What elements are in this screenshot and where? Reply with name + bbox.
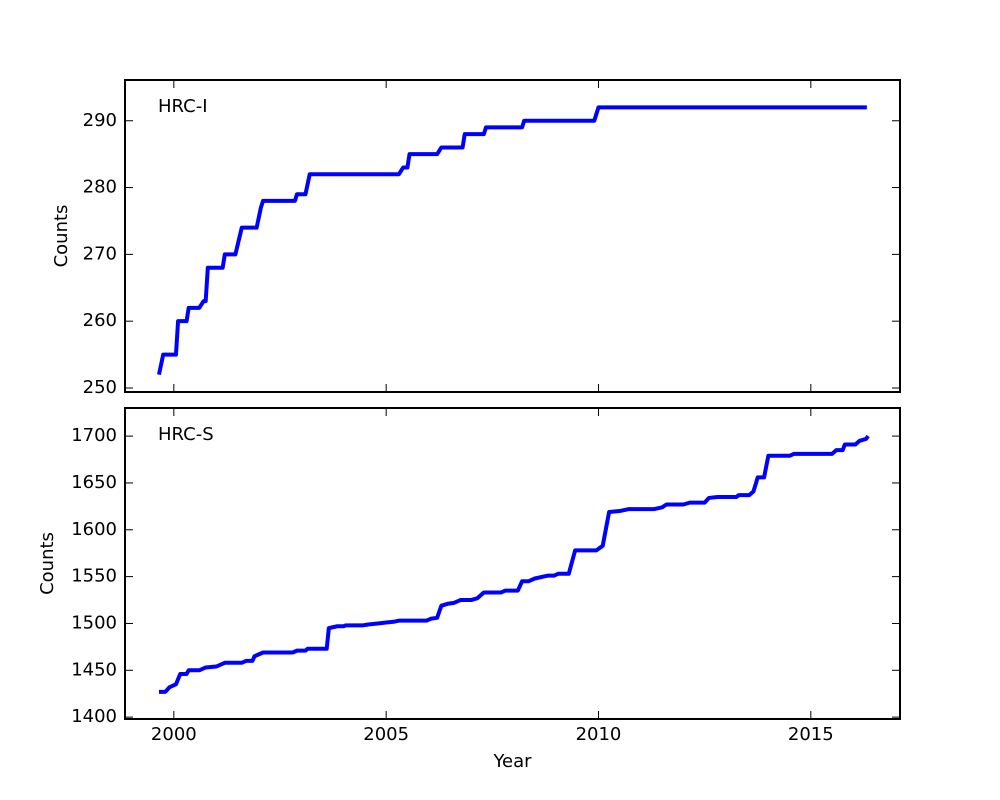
y-tick-label: 1700 [71,425,117,446]
x-tick-label: 2000 [151,724,197,745]
y-axis-label: Counts [37,532,58,595]
x-axis-label: Year [492,751,532,772]
y-tick-label: 260 [83,310,117,331]
y-tick-label: 290 [83,110,117,131]
panel-label: HRC-S [158,424,214,445]
y-axis-label: Counts [51,205,72,268]
y-tick-label: 1400 [71,706,117,727]
x-tick-label: 2005 [363,724,409,745]
x-tick-label: 2010 [576,724,622,745]
data-line [157,105,867,376]
y-tick-label: 1450 [71,659,117,680]
y-tick-label: 1500 [71,612,117,633]
axes-frame [124,79,901,393]
y-tick-label: 1550 [71,566,117,587]
panel-label: HRC-I [158,96,208,117]
data-line [158,434,870,694]
y-tick-label: 270 [83,243,117,264]
y-tick-label: 280 [83,177,117,198]
y-tick-label: 250 [83,377,117,398]
y-tick-label: 1600 [71,519,117,540]
y-tick-label: 1650 [71,472,117,493]
axes-frame [124,407,901,720]
x-tick-label: 2015 [788,724,834,745]
